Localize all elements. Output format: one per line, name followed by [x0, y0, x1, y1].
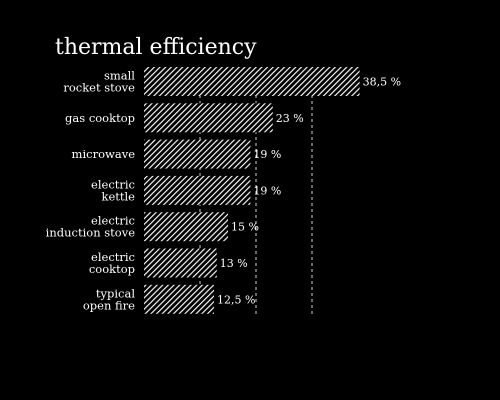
bar: [144, 139, 251, 169]
category-label: electric: [91, 250, 135, 264]
category-label: kettle: [101, 189, 135, 203]
chart-title: thermal efficiency: [55, 35, 257, 60]
value-label: 15 %: [231, 221, 259, 234]
category-label: cooktop: [89, 262, 135, 276]
bar: [144, 248, 217, 278]
category-label: rocket stove: [63, 81, 135, 95]
value-label: 13 %: [220, 257, 248, 270]
category-label: microwave: [72, 147, 136, 161]
value-label: 23 %: [276, 112, 304, 125]
category-label: gas cooktop: [65, 111, 135, 125]
category-label: small: [104, 69, 135, 83]
value-label: 19 %: [253, 184, 281, 197]
category-label: electric: [91, 177, 135, 191]
bar: [144, 284, 214, 314]
bar: [144, 175, 251, 205]
value-label: 12,5 %: [217, 293, 255, 306]
category-label: induction stove: [46, 226, 136, 240]
category-label: open fire: [83, 298, 135, 312]
value-label: 38,5 %: [363, 76, 401, 89]
value-label: 19 %: [253, 148, 281, 161]
bar: [144, 67, 360, 96]
bar: [144, 212, 228, 242]
category-label: typical: [96, 286, 135, 300]
bar: [144, 103, 273, 133]
category-label: electric: [91, 214, 135, 228]
